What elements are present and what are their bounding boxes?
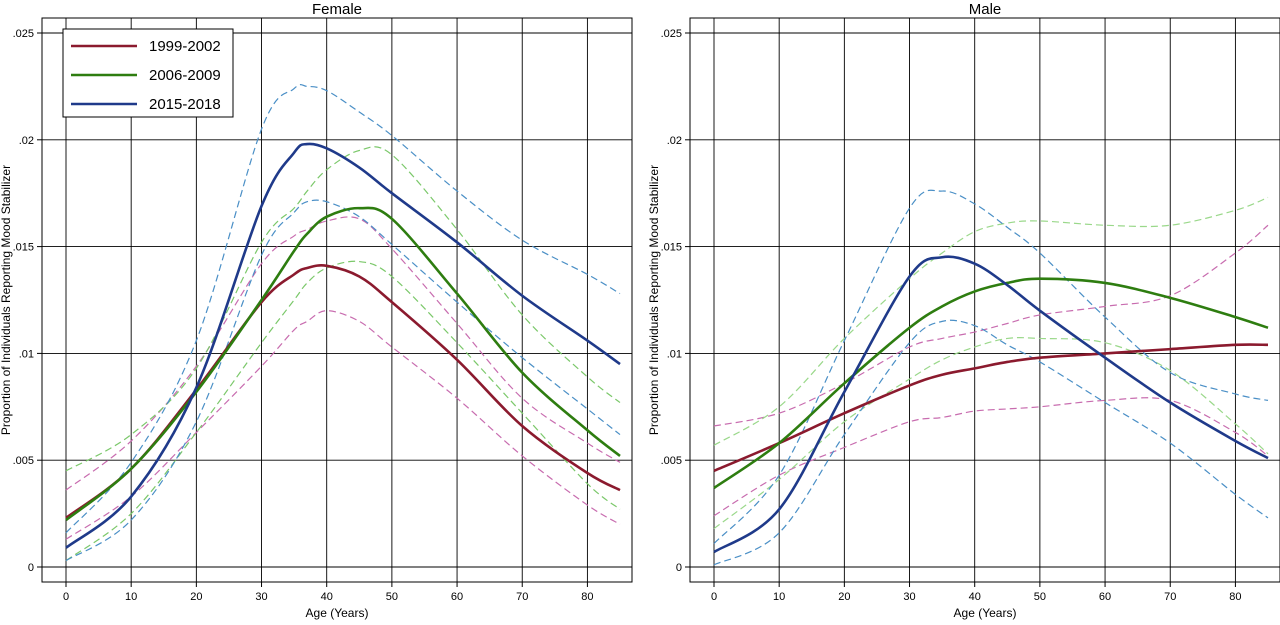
x-tick-label: 0 xyxy=(711,591,717,603)
series-ci-line xyxy=(713,196,1269,446)
x-tick-label: 80 xyxy=(581,591,593,603)
y-axis-title: Proportion of Individuals Reporting Mood… xyxy=(647,165,661,435)
panel-title: Male xyxy=(969,1,1002,18)
y-tick-label: .025 xyxy=(661,28,682,40)
y-tick-label: .025 xyxy=(13,28,34,40)
x-tick-label: 40 xyxy=(969,591,981,603)
x-tick-label: 70 xyxy=(1164,591,1176,603)
y-tick-label: .02 xyxy=(667,135,682,147)
legend: 1999-2002 2006-2009 2015-2018 xyxy=(62,28,234,118)
y-tick-label: 0 xyxy=(28,562,34,574)
x-tick-label: 50 xyxy=(386,591,398,603)
x-tick-label: 20 xyxy=(838,591,850,603)
legend-label: 1999-2002 xyxy=(149,38,221,55)
y-tick-label: 0 xyxy=(676,562,682,574)
series-line xyxy=(713,343,1269,473)
legend-label: 2015-2018 xyxy=(149,96,221,113)
legend-label: 2006-2009 xyxy=(149,67,221,84)
series-ci-line xyxy=(65,84,621,534)
x-tick-label: 80 xyxy=(1229,591,1241,603)
x-tick-label: 30 xyxy=(255,591,267,603)
series-ci-line xyxy=(713,224,1269,427)
series-line xyxy=(65,142,621,549)
x-axis-title: Age (Years) xyxy=(306,606,369,620)
x-tick-label: 50 xyxy=(1034,591,1046,603)
panel-title: Female xyxy=(312,1,362,18)
y-tick-label: .005 xyxy=(13,455,34,467)
plot-frame xyxy=(689,17,1280,583)
y-tick-label: .02 xyxy=(19,135,34,147)
x-tick-label: 10 xyxy=(773,591,785,603)
series-line xyxy=(65,206,621,522)
series-ci-line xyxy=(65,260,621,562)
x-tick-label: 10 xyxy=(125,591,137,603)
x-tick-label: 20 xyxy=(190,591,202,603)
panel-1: 0 10 20 30 40 50 60 70 80 0 .005 .01 .015 .02 .025 Age … xyxy=(0,1,633,620)
series-ci-line xyxy=(65,216,621,491)
y-tick-label: .015 xyxy=(661,242,682,254)
series-ci-line xyxy=(713,319,1269,566)
series-ci-line xyxy=(65,310,621,540)
x-axis-title: Age (Years) xyxy=(954,606,1017,620)
x-tick-label: 60 xyxy=(1099,591,1111,603)
panel-2: 0 10 20 30 40 50 60 70 80 0 .005 .01 .015 .02 .025 Age … xyxy=(647,1,1280,620)
y-tick-label: .01 xyxy=(19,348,34,360)
y-tick-label: .015 xyxy=(13,242,34,254)
series-ci-line xyxy=(713,189,1269,544)
legend-box xyxy=(62,28,234,118)
series-ci-line xyxy=(713,337,1269,530)
x-tick-label: 60 xyxy=(451,591,463,603)
x-tick-label: 30 xyxy=(903,591,915,603)
y-tick-label: .01 xyxy=(667,348,682,360)
series-ci-line xyxy=(65,199,621,562)
series-line xyxy=(713,277,1269,490)
x-tick-label: 0 xyxy=(63,591,69,603)
y-tick-label: .005 xyxy=(661,455,682,467)
x-tick-label: 70 xyxy=(516,591,528,603)
x-tick-label: 40 xyxy=(321,591,333,603)
y-axis-title: Proportion of Individuals Reporting Mood… xyxy=(0,165,13,435)
series-line xyxy=(713,255,1269,554)
series-ci-line xyxy=(65,146,621,472)
